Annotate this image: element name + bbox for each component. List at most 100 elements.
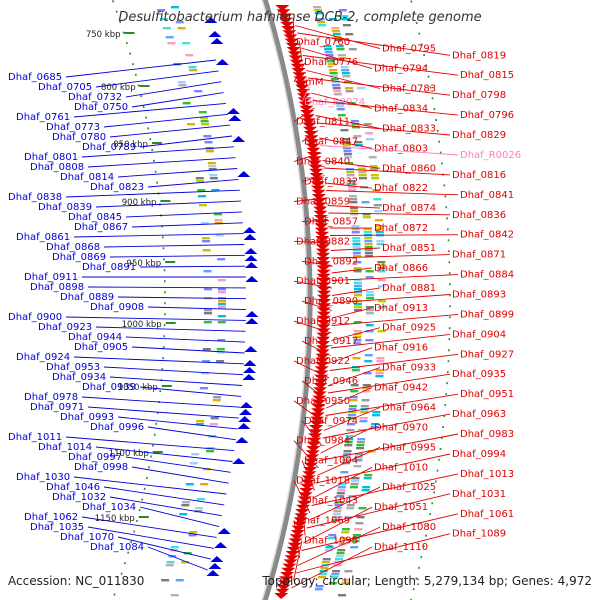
- gene-label-dhaf-0796: Dhaf_0796: [460, 110, 514, 121]
- feature-bar: [182, 501, 190, 504]
- forward-gene-arrow: [303, 131, 318, 137]
- feature-bar: [353, 321, 362, 324]
- label-leader-line: [103, 244, 245, 248]
- forward-gene-arrow: [281, 567, 296, 574]
- feature-bar: [353, 261, 362, 264]
- feature-bar: [198, 111, 207, 114]
- feature-bar: [375, 369, 384, 372]
- gene-label-dhaf-0860: Dhaf_0860: [382, 163, 436, 174]
- gene-label-dhaf-0794: Dhaf_0794: [374, 64, 428, 75]
- forward-gene-arrow: [306, 446, 321, 452]
- label-leader-line: [331, 267, 373, 274]
- forward-gene-arrow: [308, 433, 323, 440]
- gene-label-dhaf-0867: Dhaf_0867: [74, 222, 128, 233]
- forward-gene-arrow: [294, 513, 309, 520]
- feature-bar: [370, 168, 379, 171]
- label-leader-line: [302, 55, 459, 76]
- feature-bar: [178, 84, 187, 87]
- label-leader-line: [330, 333, 451, 349]
- feature-bar: [343, 147, 352, 150]
- forward-gene-arrow: [315, 357, 330, 364]
- feature-bar: [197, 189, 206, 192]
- label-leader-line: [293, 540, 303, 581]
- forward-gene-arrow: [292, 72, 307, 79]
- label-leader-line: [295, 25, 381, 50]
- feature-bar: [348, 189, 357, 192]
- feature-bar: [329, 69, 337, 72]
- gene-label-dhaf-1035: Dhaf_1035: [30, 522, 84, 533]
- feature-bar: [320, 567, 329, 570]
- label-leader-line: [295, 533, 451, 574]
- forward-gene-arrow: [316, 286, 331, 293]
- forward-gene-arrow: [296, 93, 311, 100]
- gene-label-dhaf-0997: Dhaf_0997: [68, 452, 122, 463]
- label-leader-line: [73, 356, 244, 365]
- forward-gene-arrow: [310, 416, 325, 423]
- label-leader-line: [301, 300, 333, 311]
- gene-label-dhaf-0705: Dhaf_0705: [38, 82, 92, 93]
- feature-bar: [353, 267, 362, 270]
- feature-bar: [315, 585, 324, 588]
- feature-bar: [366, 294, 374, 297]
- feature-bar: [345, 87, 353, 90]
- label-leader-line: [301, 340, 331, 356]
- feature-bar: [355, 453, 364, 456]
- forward-gene-arrow: [314, 227, 329, 234]
- feature-bar: [342, 75, 351, 78]
- feature-bar: [343, 450, 352, 453]
- forward-gene-arrow: [277, 580, 292, 587]
- gene-label-dhaf-0939: Dhaf_0939: [82, 382, 136, 393]
- feature-bar: [351, 228, 360, 231]
- feature-bar: [344, 441, 353, 444]
- feature-bar: [328, 534, 337, 537]
- feature-bar: [353, 288, 362, 291]
- feature-bar: [352, 246, 361, 249]
- feature-bar: [351, 225, 360, 228]
- gene-label-glmm: glmM: [296, 77, 324, 88]
- reverse-gene-arrow: [228, 115, 242, 121]
- feature-bar: [321, 561, 330, 564]
- tick-label: 1000 kbp: [122, 320, 162, 330]
- feature-bar: [352, 534, 361, 537]
- reverse-gene-arrow: [245, 311, 259, 317]
- label-leader-line: [293, 440, 319, 469]
- feature-bar: [354, 306, 362, 309]
- forward-gene-arrow: [312, 202, 327, 209]
- feature-bar: [333, 510, 342, 513]
- label-leader-line: [301, 513, 459, 551]
- reverse-gene-arrow: [245, 276, 259, 282]
- feature-bar: [200, 483, 209, 486]
- label-leader-line: [293, 280, 332, 289]
- label-leader-line: [95, 200, 242, 208]
- feature-bar: [350, 384, 359, 387]
- gene-label-dhaf-0814: Dhaf_0814: [60, 172, 114, 183]
- feature-bar: [217, 339, 226, 342]
- forward-gene-arrow: [316, 265, 331, 272]
- label-leader-line: [315, 453, 451, 484]
- feature-bar: [201, 123, 210, 126]
- feature-bar: [165, 564, 174, 567]
- gene-label-dhaf-0842: Dhaf_0842: [460, 230, 514, 241]
- feature-bar: [351, 477, 360, 480]
- label-leader-line: [301, 85, 311, 102]
- feature-bar: [332, 516, 341, 519]
- feature-bar: [206, 150, 214, 153]
- backbone-highlight: [261, 0, 308, 600]
- feature-bar: [362, 216, 371, 219]
- feature-bar: [347, 183, 356, 186]
- reverse-gene-arrow: [245, 318, 259, 324]
- gene-label-dhaf-0881: Dhaf_0881: [382, 283, 436, 294]
- label-leader-line: [293, 400, 325, 424]
- feature-bar: [354, 294, 362, 297]
- forward-gene-arrow: [305, 139, 319, 146]
- label-leader-line: [293, 520, 301, 559]
- feature-bar: [364, 252, 373, 255]
- tick-label: 1150 kbp: [95, 514, 135, 524]
- feature-bar: [377, 261, 386, 264]
- forward-gene-arrow: [308, 429, 323, 436]
- feature-bar: [185, 54, 194, 57]
- label-leader-line: [81, 396, 241, 408]
- label-leader-line: [320, 426, 373, 454]
- label-leader-line: [323, 407, 381, 431]
- feature-bar: [353, 270, 362, 273]
